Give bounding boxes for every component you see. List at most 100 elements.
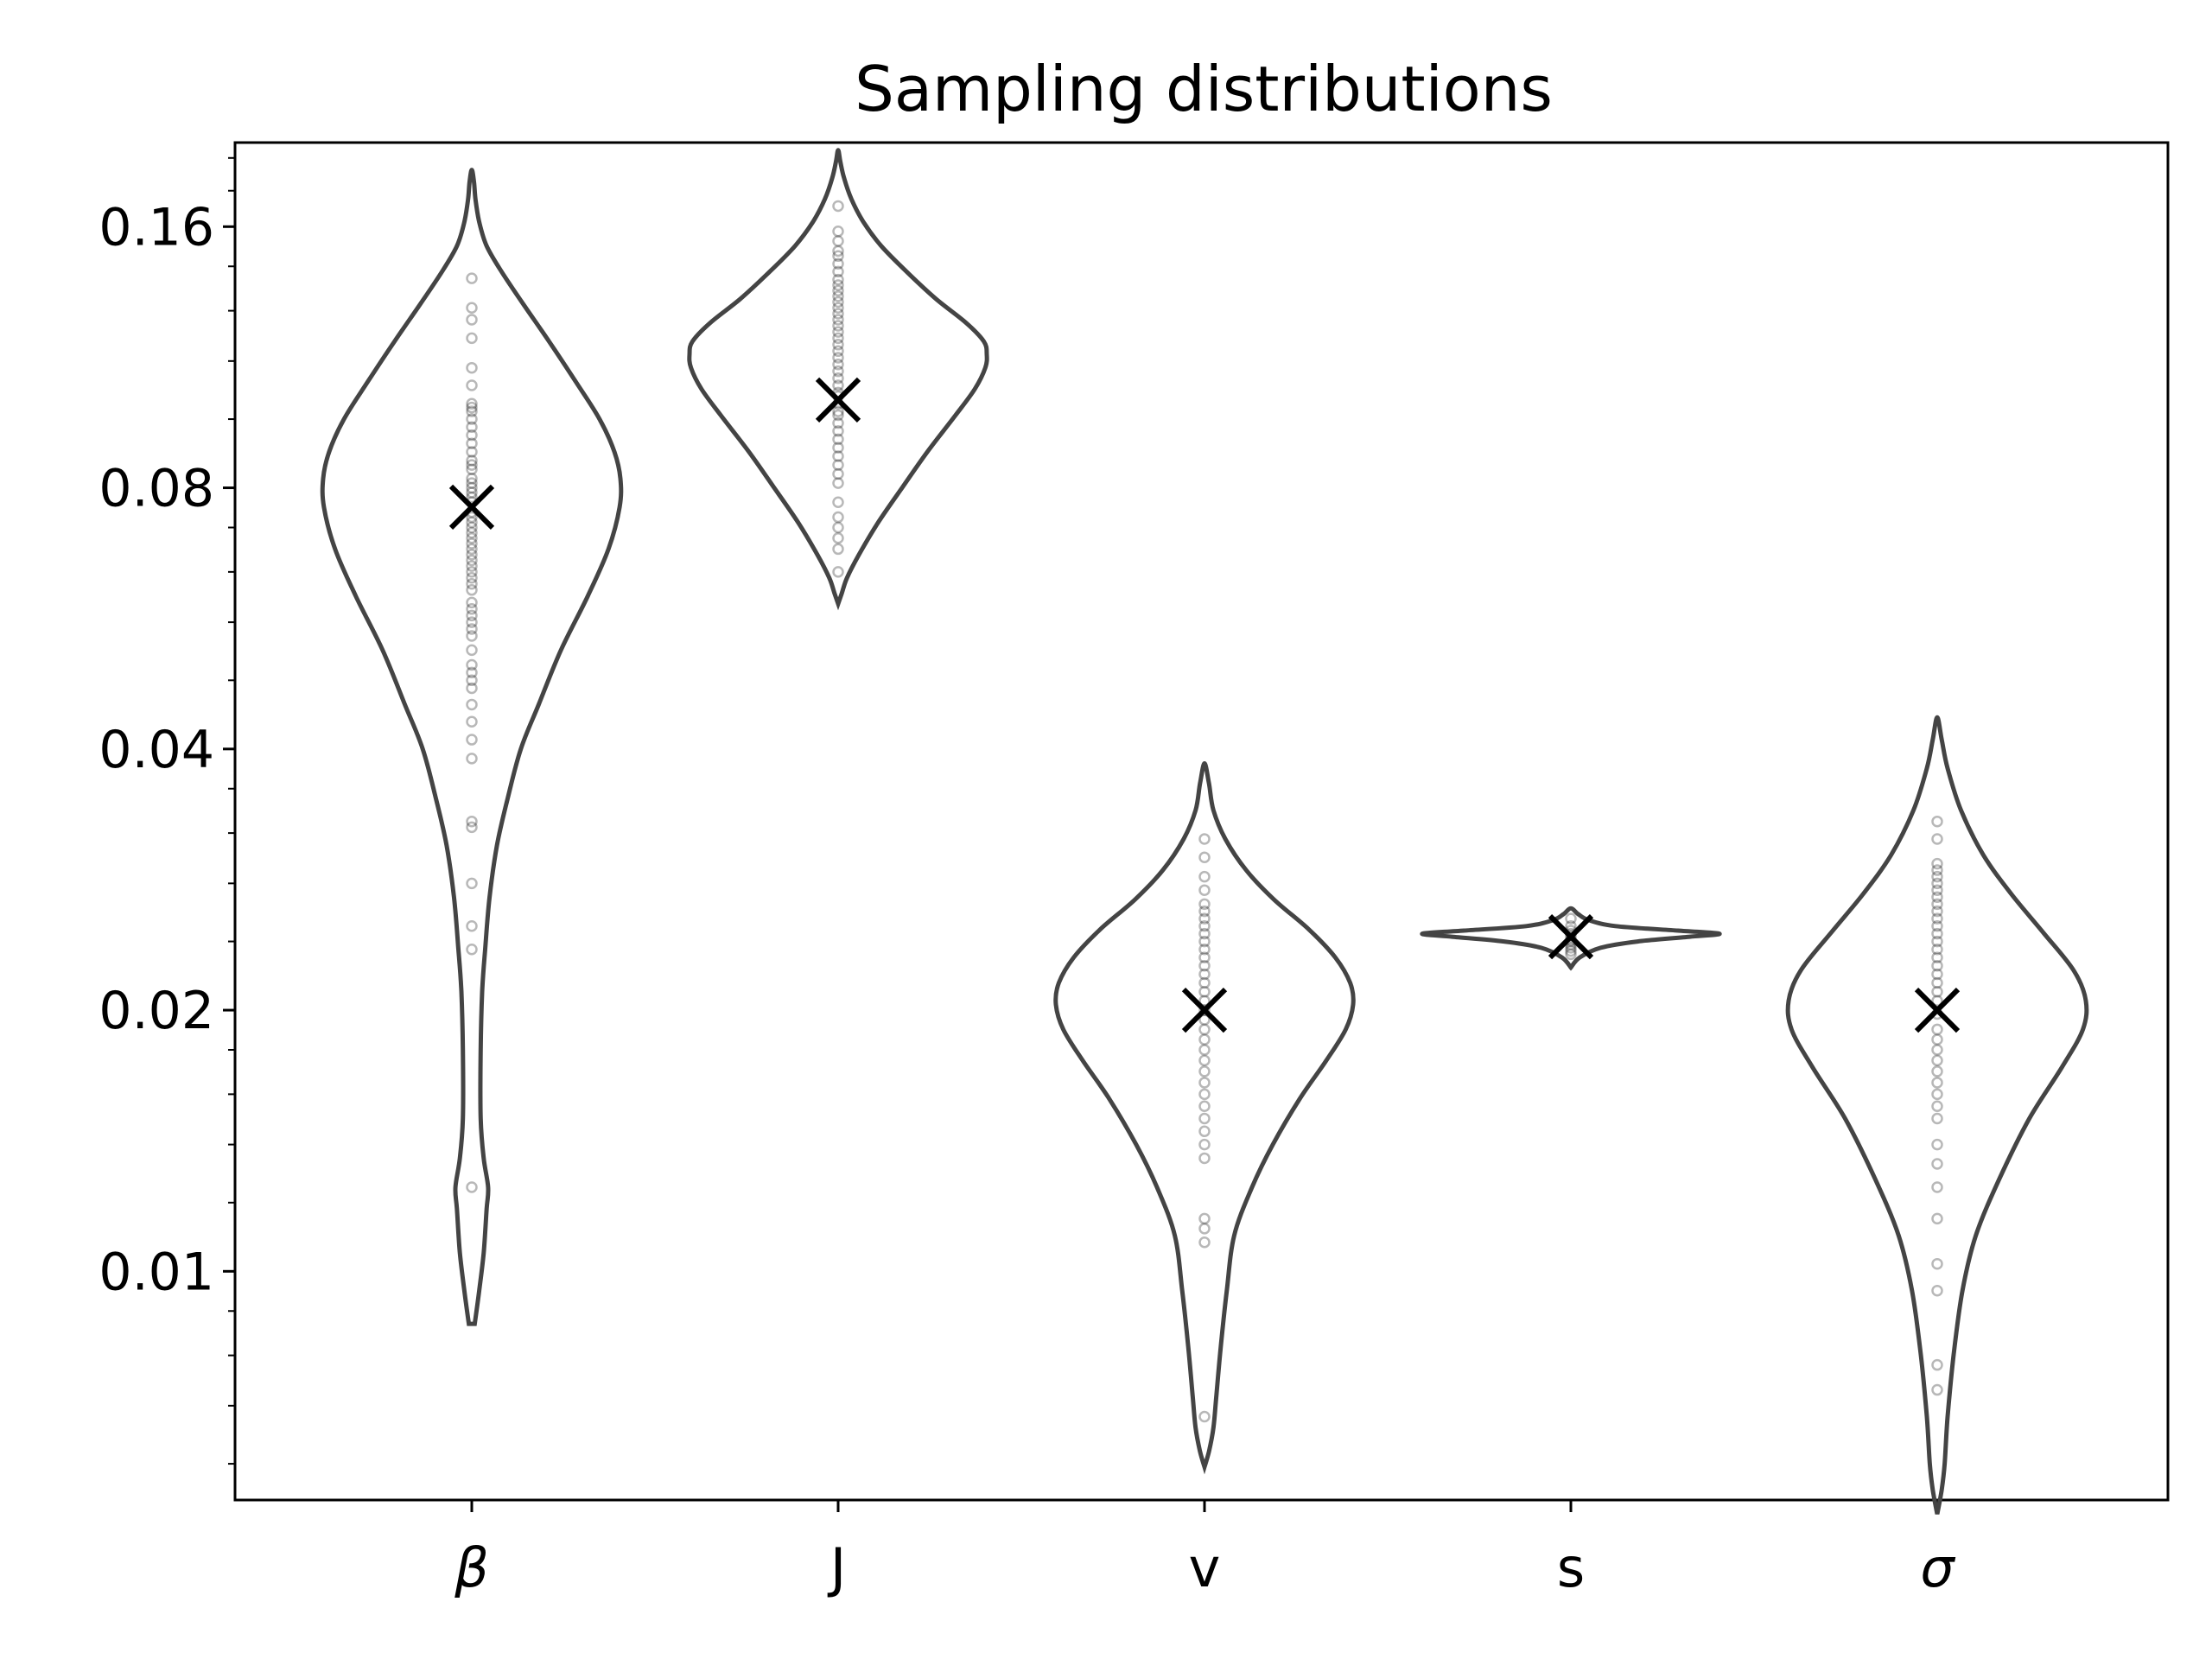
sample-point xyxy=(1198,905,1211,918)
sample-point xyxy=(466,397,478,410)
sample-point xyxy=(1931,1158,1943,1170)
sample-point xyxy=(1198,927,1211,940)
violin-group xyxy=(1420,906,1722,971)
sample-point xyxy=(1198,1088,1211,1101)
sample-point xyxy=(466,644,478,657)
sample-point xyxy=(1198,1054,1211,1067)
sample-point xyxy=(1931,927,1943,940)
sample-point xyxy=(466,658,478,671)
sample-point xyxy=(1198,959,1211,972)
sample-point xyxy=(1931,898,1943,911)
sample-point xyxy=(466,698,478,711)
sample-point xyxy=(1198,935,1211,948)
violin-group xyxy=(320,168,624,1326)
sample-point xyxy=(1931,1383,1943,1396)
x-tick-label: s xyxy=(1557,1536,1585,1599)
violins xyxy=(320,148,2089,1515)
sample-point xyxy=(832,459,844,471)
sample-point xyxy=(1198,884,1211,896)
sample-point xyxy=(466,943,478,956)
sample-point xyxy=(1198,1236,1211,1249)
sample-point xyxy=(466,554,478,567)
chart-title: Sampling distributions xyxy=(855,53,1553,125)
sample-point xyxy=(466,1181,478,1193)
sample-point xyxy=(466,421,478,433)
estimate-marker xyxy=(1548,914,1594,960)
sample-point xyxy=(466,537,478,550)
sample-point xyxy=(1198,976,1211,989)
sample-point xyxy=(1931,1284,1943,1297)
sample-point xyxy=(1931,1054,1943,1067)
sample-point xyxy=(466,543,478,556)
violin-outline xyxy=(687,148,989,611)
sample-point xyxy=(1565,948,1577,961)
sample-point xyxy=(1931,1181,1943,1193)
sample-point xyxy=(1931,815,1943,828)
sample-point xyxy=(1198,1100,1211,1112)
sample-point xyxy=(466,332,478,345)
sample-point xyxy=(466,753,478,765)
sample-point xyxy=(1198,1125,1211,1138)
y-tick-label: 0.04 xyxy=(99,720,214,780)
sample-point xyxy=(832,290,844,302)
sample-point xyxy=(832,358,844,371)
sample-point xyxy=(466,463,478,476)
x-tick-label: β xyxy=(454,1536,489,1599)
violin-outline xyxy=(320,168,624,1326)
sample-point xyxy=(1198,1138,1211,1151)
sample-point xyxy=(1931,935,1943,948)
sample-point xyxy=(1198,1223,1211,1235)
y-tick-label: 0.08 xyxy=(99,459,214,519)
sample-point xyxy=(1931,833,1943,845)
sample-point xyxy=(832,496,844,508)
sample-point xyxy=(832,379,844,391)
sample-point xyxy=(466,477,478,489)
violin-group xyxy=(1053,760,1356,1475)
sample-point xyxy=(832,296,844,308)
sample-point xyxy=(1931,884,1943,896)
sample-point xyxy=(832,372,844,385)
sample-point xyxy=(466,577,478,590)
violin-outline xyxy=(1785,715,2089,1515)
sample-point xyxy=(832,409,844,422)
sample-point xyxy=(466,446,478,458)
sample-point xyxy=(832,279,844,291)
sample-point xyxy=(1931,968,1943,981)
sample-point xyxy=(466,429,478,442)
sample-point xyxy=(1198,898,1211,911)
sample-point xyxy=(1931,1100,1943,1112)
sample-point xyxy=(1931,920,1943,932)
estimate-marker xyxy=(448,484,495,531)
sample-point xyxy=(1198,833,1211,845)
sample-point xyxy=(466,473,478,485)
sample-point xyxy=(1198,1023,1211,1036)
sample-point xyxy=(1931,870,1943,883)
sample-point xyxy=(1931,1138,1943,1151)
sample-point xyxy=(466,521,478,534)
sample-point xyxy=(832,326,844,338)
sample-point xyxy=(1931,1065,1943,1077)
sample-point xyxy=(466,437,478,449)
sample-point xyxy=(1931,986,1943,998)
sample-point xyxy=(1198,1212,1211,1225)
sample-point xyxy=(1931,857,1943,870)
sample-point xyxy=(466,511,478,524)
sample-point xyxy=(1565,912,1577,925)
sample-point xyxy=(1565,920,1577,932)
sample-point xyxy=(1198,1152,1211,1165)
sample-point xyxy=(1198,1004,1211,1016)
sample-point xyxy=(1931,1358,1943,1371)
sample-point xyxy=(832,250,844,263)
sample-point xyxy=(466,603,478,615)
violin-group xyxy=(687,148,989,611)
sample-point xyxy=(1198,1033,1211,1046)
sample-point xyxy=(1931,877,1943,890)
sample-point xyxy=(466,379,478,391)
sample-point xyxy=(1198,986,1211,998)
sample-point xyxy=(832,332,844,345)
violin-outline xyxy=(1053,760,1356,1475)
y-tick-label: 0.01 xyxy=(99,1242,214,1302)
estimate-marker xyxy=(1914,987,1961,1033)
sample-point xyxy=(1931,1212,1943,1225)
sample-point xyxy=(466,272,478,284)
